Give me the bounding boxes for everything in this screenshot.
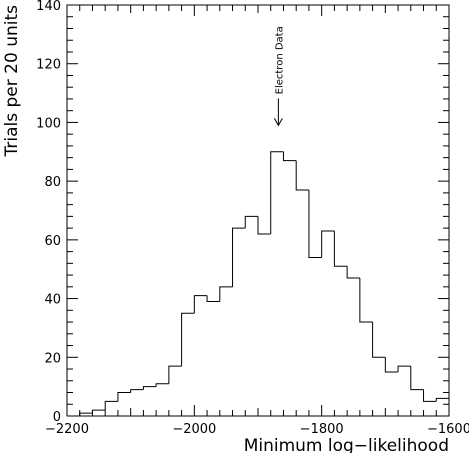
histogram-bin (435, 397, 449, 402)
y-tick-label: 0 (53, 410, 61, 425)
histogram-bin (117, 392, 131, 402)
histogram-bin (91, 409, 106, 414)
y-tick-label: 40 (44, 293, 61, 308)
y-tick-label: 60 (44, 234, 61, 249)
annotation-label: Electron Data (274, 26, 285, 94)
histogram-bin (282, 151, 297, 162)
x-tick-label: −2000 (172, 422, 216, 437)
y-tick-label: 140 (36, 0, 61, 14)
histogram-bin (104, 400, 118, 411)
y-tick-label: 100 (36, 116, 61, 131)
x-axis-title: Minimum log−likelihood (244, 436, 449, 453)
histogram-bin (181, 312, 195, 367)
histogram-bin (79, 412, 93, 416)
electron-data-annotation: Electron Data (273, 26, 285, 127)
x-tick-label: −1800 (300, 422, 344, 437)
histogram-steps (79, 151, 449, 416)
axis-ticks (66, 4, 450, 417)
histogram-bin (232, 227, 246, 287)
histogram-bin (270, 151, 284, 234)
histogram-bin (168, 365, 182, 384)
histogram-bin (333, 231, 348, 267)
x-tick-label: −2200 (45, 422, 89, 437)
x-tick-label: −1600 (427, 422, 469, 437)
y-tick-label: 20 (44, 351, 61, 366)
axis-tick-labels: −2200 −2000 −1800 −1600 0 20 40 60 80 100 120 140 (36, 0, 469, 437)
histogram-bin (359, 278, 373, 323)
histogram-bin (397, 365, 411, 372)
plot-axes (66, 4, 450, 417)
histogram-bin (206, 295, 220, 303)
y-axis-title: Trials per 20 units (2, 5, 22, 158)
histogram-bin (295, 160, 309, 191)
histogram-bin (321, 230, 335, 258)
histogram-bin (193, 295, 208, 314)
histogram-bin (372, 322, 386, 358)
histogram-bin (155, 383, 169, 387)
histogram-bin (244, 215, 258, 229)
histogram-bin (257, 216, 271, 235)
histogram-bin (219, 286, 233, 302)
annotation-arrow-head (273, 118, 283, 127)
histogram-bin (410, 366, 424, 391)
histogram-bin (142, 386, 157, 390)
y-tick-label: 120 (36, 58, 61, 73)
histogram-bin (384, 357, 399, 373)
y-tick-label: 80 (44, 175, 61, 190)
histogram-bin (308, 189, 322, 258)
histogram-bin (130, 389, 144, 393)
histogram-bin (346, 266, 360, 279)
histogram-bin (423, 389, 437, 402)
plot-frame (66, 4, 450, 417)
